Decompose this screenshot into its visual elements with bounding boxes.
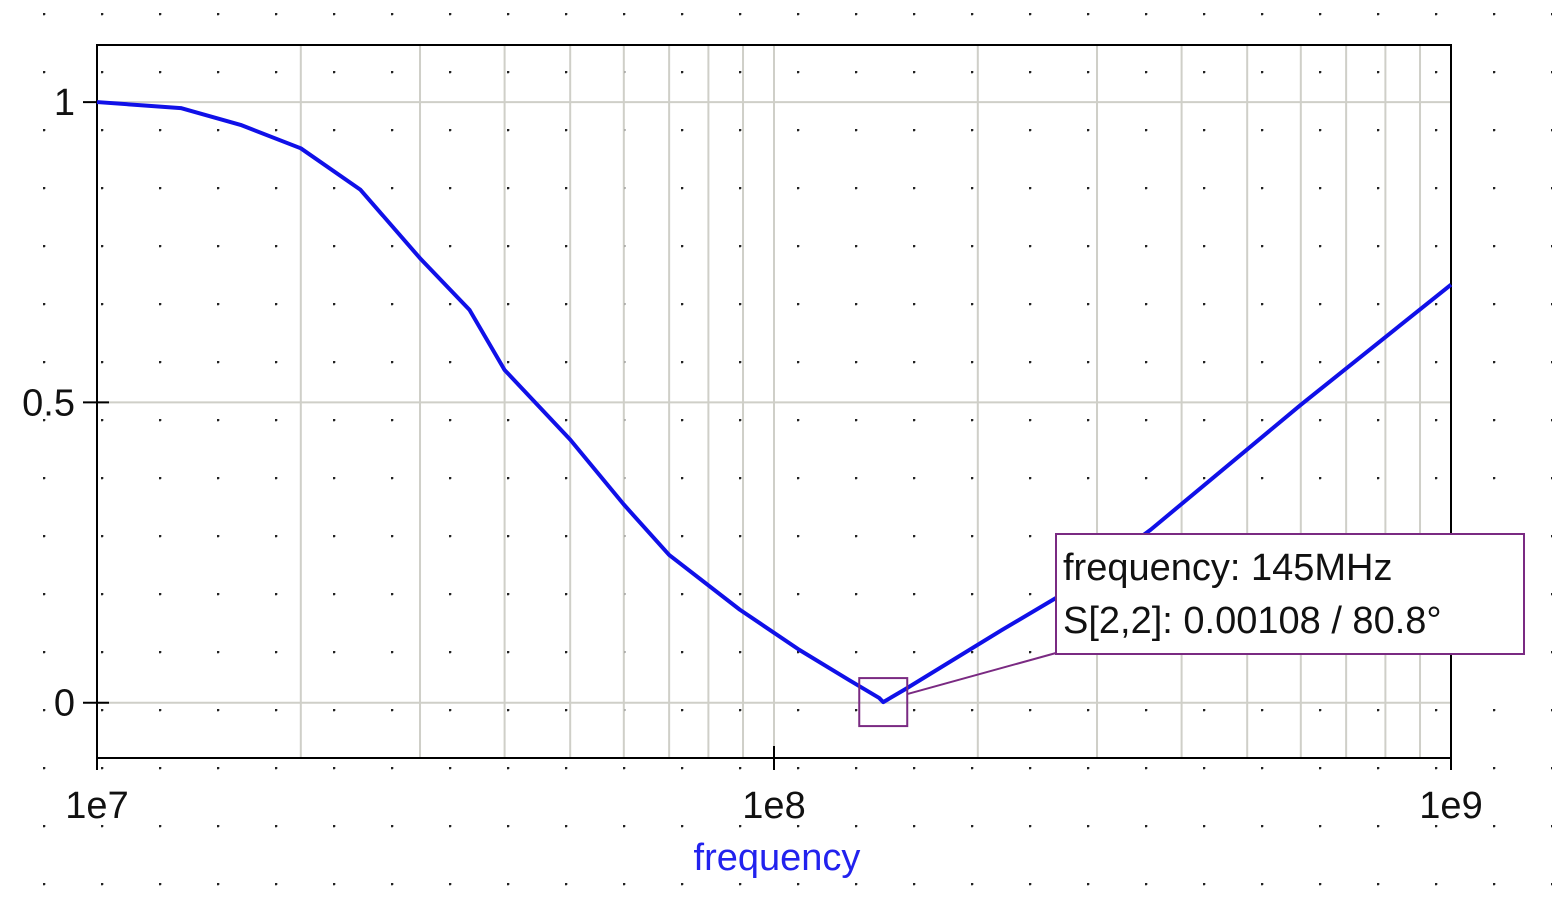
- x-tick-label: 1e9: [1419, 785, 1482, 827]
- y-tick-label: 1: [54, 82, 75, 124]
- x-tick-label: 1e7: [65, 785, 128, 827]
- leader-line: [906, 652, 1057, 696]
- series-line: [96, 100, 1453, 705]
- annotation-line-1: frequency: 145MHz: [1063, 547, 1393, 589]
- y-tick-label: 0.5: [22, 382, 75, 424]
- annotation-box[interactable]: [1055, 533, 1525, 655]
- y-tick-label: 0: [54, 683, 75, 725]
- annotation: frequency: 145MHz S[2,2]: 0.00108 / 80.8…: [858, 533, 1525, 728]
- ticks: 1e7 1e8 1e9 0 0.5 1: [22, 82, 1483, 827]
- annotation-line-2: S[2,2]: 0.00108 / 80.8°: [1063, 600, 1442, 642]
- x-tick-label: 1e8: [742, 785, 805, 827]
- x-axis-label: frequency: [694, 837, 861, 879]
- marker-box[interactable]: [858, 677, 909, 728]
